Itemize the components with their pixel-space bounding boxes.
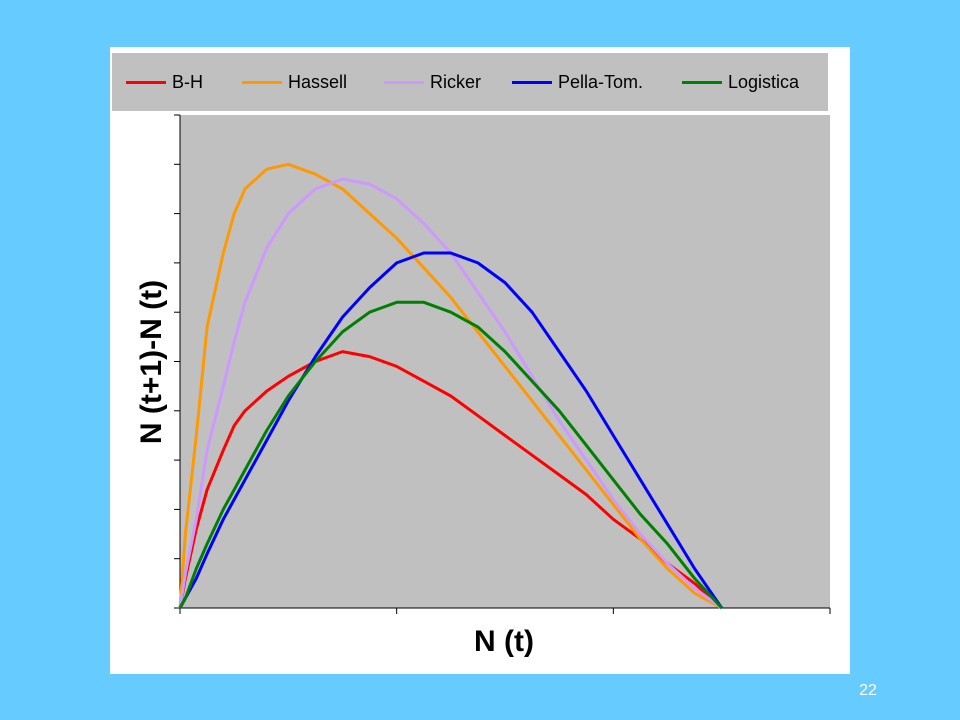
legend-label: Hassell [288, 71, 348, 92]
legend-label: B-H [172, 71, 203, 92]
series-line-b-h [178, 350, 723, 610]
legend-label: Logistica [728, 71, 800, 92]
legend-label: Pella-Tom. [558, 71, 644, 92]
legend-swatch [512, 80, 552, 84]
series-line-logistica [178, 300, 723, 610]
legend-swatch [242, 80, 282, 84]
x-axis-title: N (t) [474, 625, 534, 658]
legend-item: B-H [126, 53, 203, 111]
legend-item: Hassell [242, 53, 347, 111]
y-axis-title: N (t+1)-N (t) [135, 279, 168, 445]
page-number: 22 [859, 682, 877, 699]
series-line-ricker [178, 177, 723, 610]
legend-swatch [682, 80, 722, 84]
legend-swatch [384, 80, 424, 84]
legend-item: Pella-Tom. [512, 53, 643, 111]
series-line-pella-tom [178, 251, 723, 609]
chart-legend: B-H Hassell Ricker Pella-Tom. Logistica [112, 53, 828, 111]
legend-item: Ricker [384, 53, 481, 111]
legend-item: Logistica [682, 53, 799, 111]
plot-area-background [180, 115, 830, 608]
legend-label: Ricker [430, 71, 482, 92]
legend-swatch [126, 80, 166, 84]
series-lines [178, 162, 723, 610]
series-line-hassell [178, 162, 723, 610]
